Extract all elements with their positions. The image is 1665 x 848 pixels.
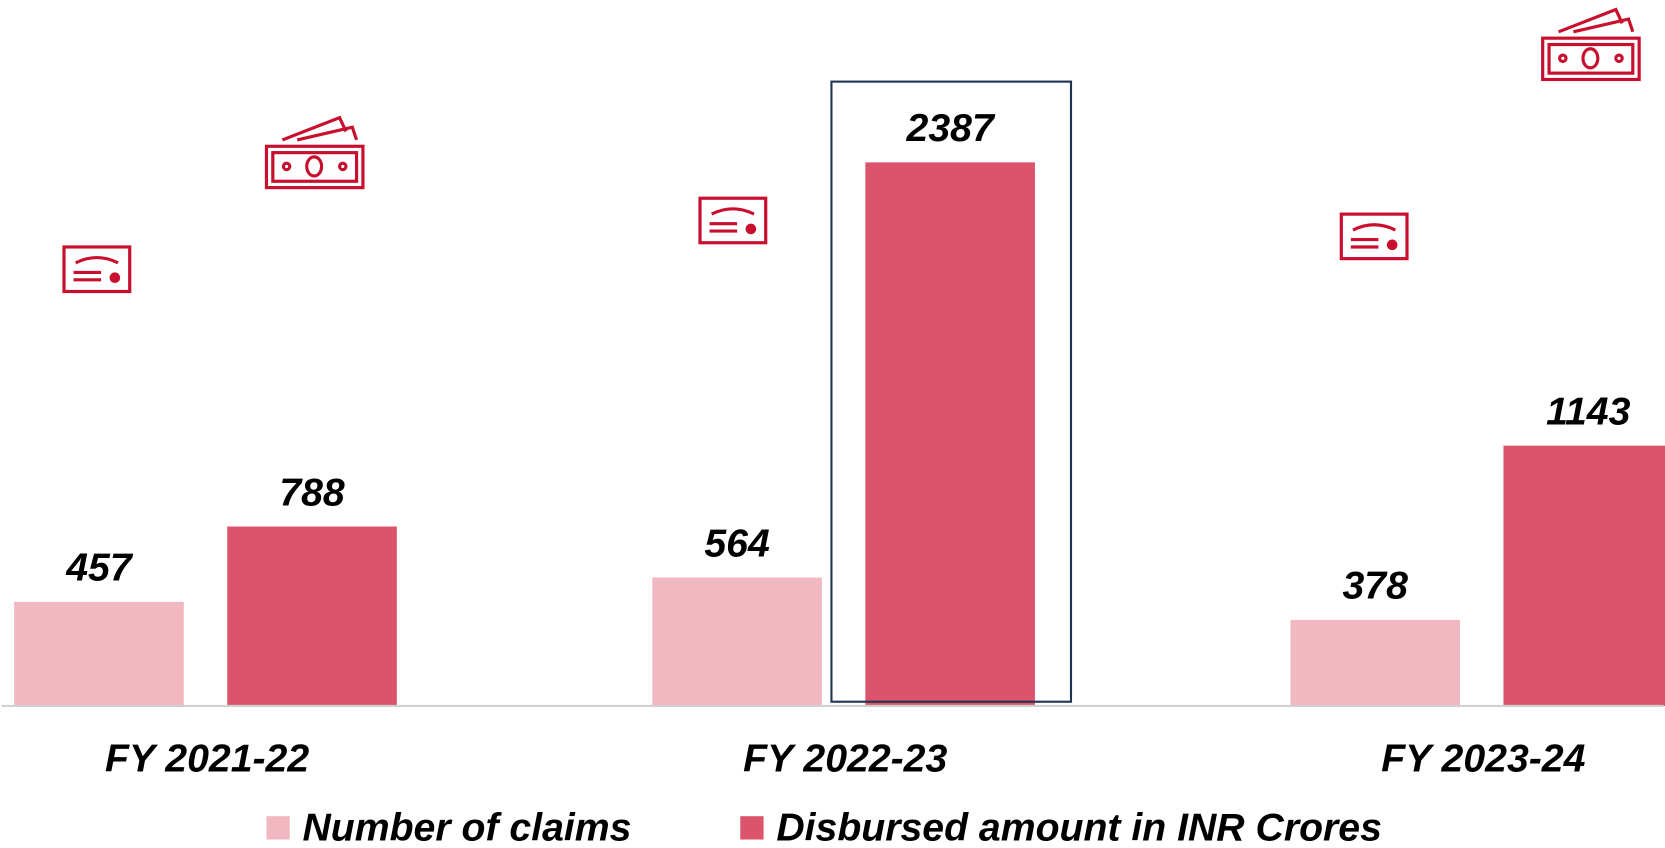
data-label: 2387: [906, 107, 996, 150]
certificate-icon: [62, 245, 132, 294]
data-label: 788: [279, 471, 345, 514]
data-label: 378: [1343, 565, 1409, 608]
legend-label: Disbursed amount in INR Crores: [776, 807, 1382, 848]
data-label: 457: [65, 547, 134, 590]
bar: [227, 526, 397, 706]
bar: [1290, 619, 1461, 706]
x-tick-label: FY 2023-24: [1381, 738, 1585, 781]
legend-swatch: [266, 816, 290, 840]
money-icon: [1541, 7, 1641, 82]
data-label: 1143: [1546, 390, 1630, 433]
data-label: 564: [704, 522, 770, 565]
certificate-icon: [1339, 212, 1409, 261]
plot: [14, 162, 1665, 706]
money-icon: [264, 116, 365, 190]
bar: [14, 601, 184, 706]
bar: [865, 162, 1035, 706]
legend-swatch: [740, 816, 764, 840]
certificate-icon: [698, 196, 768, 245]
bar: [1503, 445, 1665, 706]
highlight-box: [830, 80, 1073, 703]
bar: [652, 577, 822, 706]
legend-label: Number of claims: [303, 807, 632, 848]
x-tick-label: FY 2021-22: [105, 738, 309, 781]
x-tick-label: FY 2022-23: [743, 738, 947, 781]
